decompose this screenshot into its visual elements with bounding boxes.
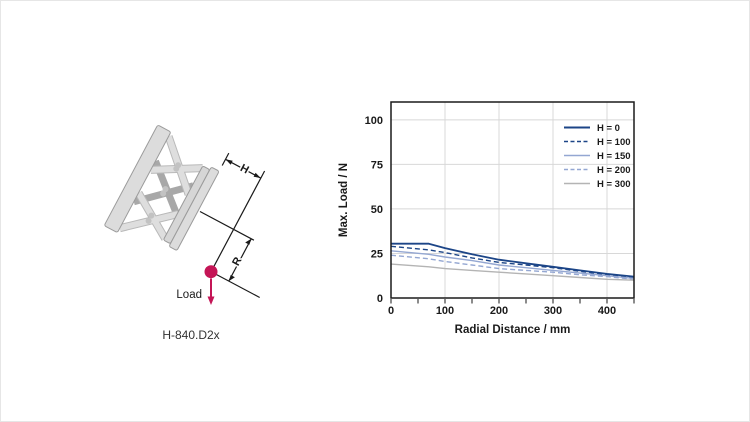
radial-reference-line (210, 170, 266, 272)
load-arrow-head (207, 296, 215, 305)
chart-series (390, 242, 635, 281)
series-line-3 (390, 254, 635, 280)
hexapod-illustration: H R Load H-840.D2x (104, 125, 266, 342)
x-tick-label: 0 (388, 305, 394, 317)
chart-frame (390, 101, 635, 299)
x-tick-label: 300 (544, 305, 562, 317)
hexapod-body (104, 125, 219, 251)
legend-label-4: H = 300 (597, 179, 631, 190)
y-axis-title: Max. Load / N (338, 163, 350, 237)
dimension-arrowheads (225, 159, 261, 282)
chart-tick-labels: 0 100 200 300 400 0 25 50 75 100 (365, 115, 617, 317)
dim-r-label: R (230, 255, 244, 268)
series-line-1 (390, 245, 635, 279)
r-dim-extension-line (216, 273, 260, 299)
chart-ticks (390, 299, 635, 304)
series-line-0 (391, 242, 635, 278)
legend-label-1: H = 100 (597, 137, 631, 148)
model-caption: H-840.D2x (162, 328, 219, 342)
load-label: Load (176, 289, 202, 301)
hexapod-platform-flange (169, 167, 219, 251)
r-dim-line (228, 238, 252, 282)
x-tick-label: 100 (436, 305, 454, 317)
legend-label-0: H = 0 (597, 123, 620, 134)
load-point (204, 265, 218, 279)
series-line-4 (390, 263, 635, 281)
y-tick-label: 100 (365, 115, 383, 127)
x-tick-label: 200 (490, 305, 508, 317)
y-tick-label: 25 (371, 248, 383, 260)
chart-legend: H = 0 H = 100 H = 150 H = 200 H = 300 (564, 123, 631, 190)
y-tick-label: 75 (371, 159, 383, 171)
legend-label-3: H = 200 (597, 165, 631, 176)
x-axis-title: Radial Distance / mm (455, 324, 571, 336)
legend-label-2: H = 150 (597, 151, 631, 162)
hexapod-joints (145, 162, 182, 224)
x-tick-label: 400 (598, 305, 616, 317)
axis-extension-line (199, 210, 255, 241)
y-tick-label: 50 (371, 204, 383, 216)
hexapod-base-plate (104, 125, 171, 233)
y-tick-label: 0 (377, 293, 383, 305)
dim-h-label: H (238, 162, 251, 176)
load-marker (204, 265, 218, 305)
series-line-2 (390, 250, 635, 280)
